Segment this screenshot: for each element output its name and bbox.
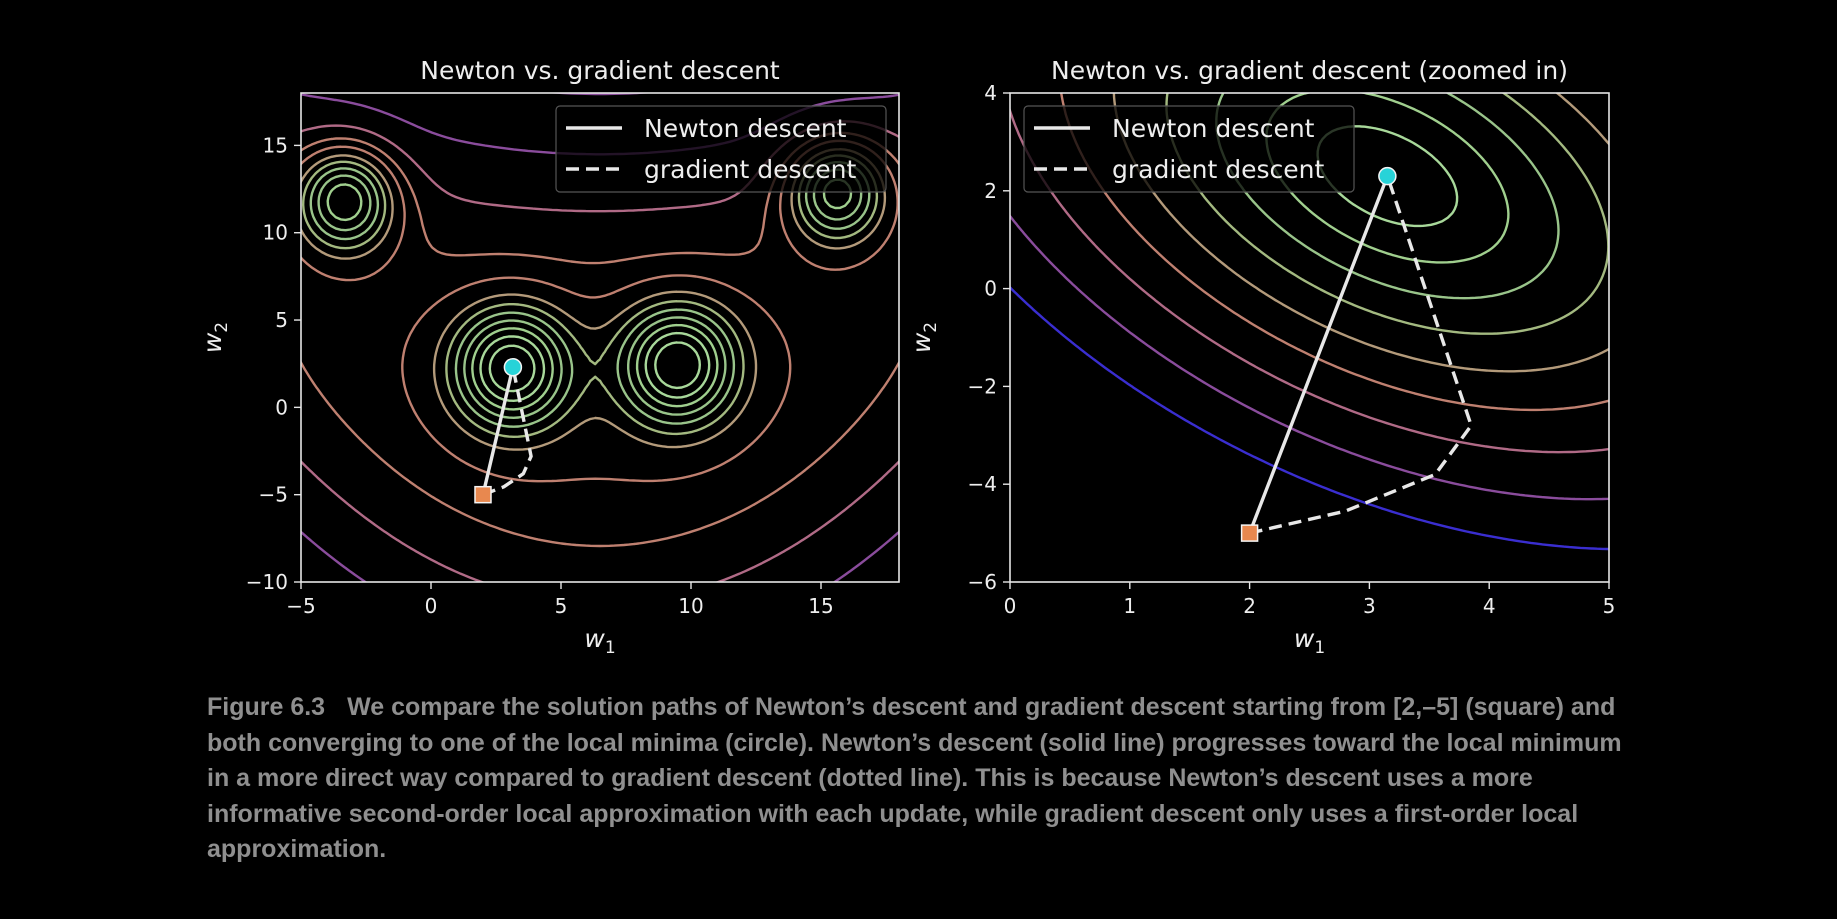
legend-box — [1023, 105, 1355, 193]
chart-panel-2: 0 1 2 3 4 5 −6 −4 −2 0 2 4 Newton vs. gradient desce… — [907, 56, 1616, 658]
legend-label: Newton descent — [1112, 114, 1315, 143]
y-tick-label: 2 — [984, 179, 997, 203]
x-tick-label: 4 — [1483, 594, 1496, 618]
y-tick-label: 0 — [984, 277, 997, 301]
contour-level — [1215, 93, 1560, 300]
contour-level — [302, 154, 879, 438]
x-tick-label: 3 — [1363, 594, 1376, 618]
y-axis-label: w2 — [198, 322, 232, 353]
x-tick-label: 5 — [1603, 594, 1616, 618]
legend-box — [555, 105, 887, 193]
x-tick-label: 15 — [808, 594, 833, 618]
legend-label: gradient descent — [1112, 155, 1325, 184]
series-group — [481, 366, 533, 497]
series-group — [1248, 175, 1473, 535]
end-circle-marker — [1378, 166, 1397, 186]
contour-level — [317, 168, 863, 419]
start-square-marker — [1240, 524, 1259, 542]
contour-level — [309, 160, 871, 428]
newton-descent-path — [1248, 175, 1389, 534]
y-tick-label: 4 — [984, 81, 997, 105]
caption-label: Figure 6.3 — [207, 693, 326, 721]
end-circle-marker — [503, 357, 523, 377]
x-tick-label: 2 — [1243, 594, 1256, 618]
contour-level — [1112, 93, 1609, 373]
legend: Newton descent gradient descent — [555, 105, 887, 193]
contour-level — [1060, 93, 1609, 412]
legend-label: gradient descent — [644, 155, 857, 184]
x-axis-label: w1 — [584, 624, 615, 658]
gradient-descent-path — [482, 366, 533, 497]
start-square-marker — [474, 485, 492, 504]
contour-lines — [1010, 93, 1609, 551]
x-tick-label: 0 — [1004, 594, 1017, 618]
contour-level — [326, 178, 853, 411]
y-tick-label: −5 — [259, 483, 288, 507]
contour-level — [1010, 214, 1609, 501]
contour-level — [301, 120, 899, 582]
y-tick-label: −6 — [968, 570, 997, 594]
caption-text: We compare the solution paths of Newton’… — [207, 693, 1622, 863]
y-tick-label: −2 — [968, 374, 997, 398]
axes-frame — [1009, 92, 1610, 583]
y-tick-label: 10 — [263, 221, 288, 245]
gradient-descent-path — [1249, 175, 1473, 535]
axes-frame — [300, 92, 900, 583]
y-axis-label: w2 — [907, 322, 941, 353]
contour-level — [301, 148, 887, 451]
x-tick-label: 10 — [678, 594, 703, 618]
chart-title: Newton vs. gradient descent (zoomed in) — [1051, 56, 1568, 85]
chart-title: Newton vs. gradient descent — [420, 56, 780, 85]
contour-level — [301, 131, 899, 548]
x-tick-label: 5 — [555, 594, 568, 618]
contour-level — [1010, 285, 1609, 551]
y-tick-label: −4 — [968, 472, 997, 496]
contour-level — [1165, 93, 1609, 335]
x-tick-label: 0 — [425, 594, 438, 618]
newton-descent-path — [481, 366, 515, 496]
legend: Newton descent gradient descent — [1023, 105, 1355, 193]
contour-level — [488, 341, 701, 393]
y-tick-label: 15 — [263, 133, 288, 157]
y-tick-label: 5 — [275, 308, 288, 332]
figure-caption: Figure 6.3 We compare the solution paths … — [207, 690, 1627, 868]
x-tick-label: 1 — [1123, 594, 1136, 618]
x-tick-label: −5 — [286, 594, 315, 618]
legend-label: Newton descent — [644, 114, 847, 143]
y-tick-label: −10 — [246, 570, 288, 594]
x-axis-label: w1 — [1294, 624, 1325, 658]
y-tick-label: 0 — [275, 395, 288, 419]
